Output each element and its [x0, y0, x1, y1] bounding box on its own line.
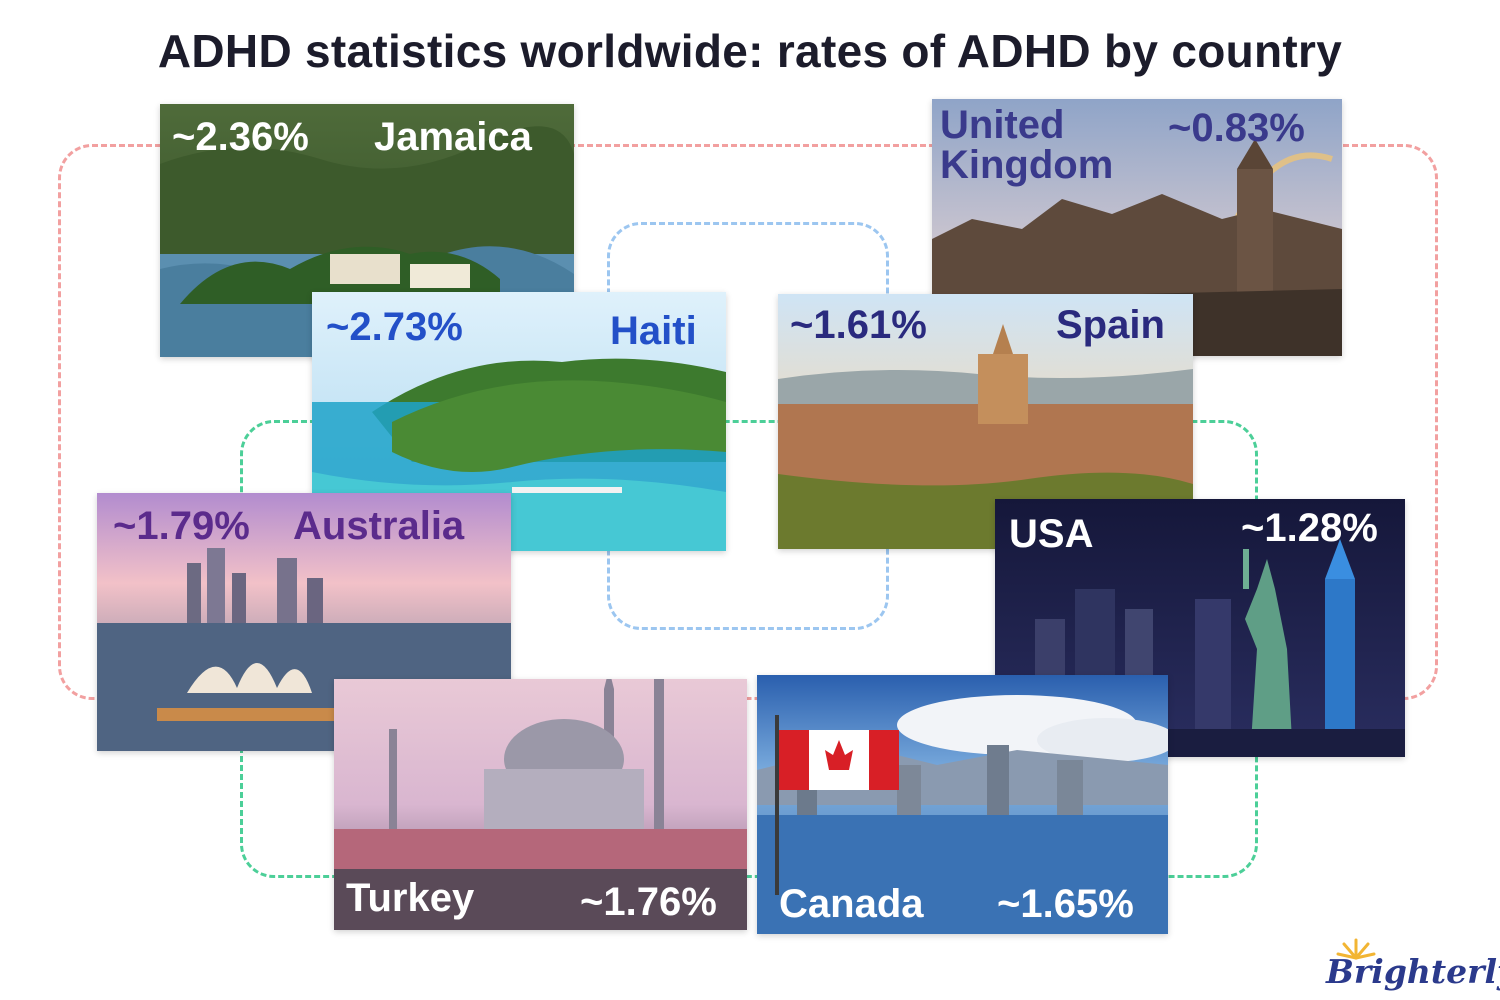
- country-label: Turkey: [346, 876, 475, 920]
- brighterly-logo: Brighterly: [1318, 938, 1500, 994]
- rate-label: ~2.73%: [326, 305, 463, 349]
- country-label: Canada: [779, 882, 924, 926]
- rate-label: ~2.36%: [172, 115, 309, 159]
- page-title: ADHD statistics worldwide: rates of ADHD…: [157, 25, 1343, 77]
- country-label: United Kingdom: [940, 103, 1114, 187]
- sun-rays-icon: [1336, 938, 1376, 960]
- country-card-spain: ~1.61% Spain: [778, 294, 1193, 549]
- country-card-canada: Canada ~1.65%: [757, 675, 1168, 934]
- rate-label: ~1.28%: [1241, 506, 1378, 550]
- rate-label: ~1.61%: [790, 303, 927, 347]
- country-label: Jamaica: [374, 115, 532, 159]
- vancouver-skyline-photo: [757, 675, 1168, 934]
- segovia-town-photo: [778, 294, 1193, 549]
- rate-label: ~1.79%: [113, 504, 250, 548]
- country-label: Spain: [1056, 303, 1165, 347]
- istanbul-mosque-photo: [334, 679, 747, 930]
- country-label: Haiti: [610, 309, 697, 353]
- country-label: Australia: [293, 504, 465, 548]
- rate-label: ~1.76%: [580, 880, 717, 924]
- dashed-loop-red: [58, 144, 1438, 700]
- logo-wordmark: Brighterly: [1326, 952, 1500, 991]
- rate-label: ~1.65%: [997, 882, 1134, 926]
- rate-label: ~0.83%: [1168, 106, 1305, 150]
- country-label: USA: [1009, 512, 1094, 556]
- country-card-turkey: Turkey ~1.76%: [334, 679, 747, 930]
